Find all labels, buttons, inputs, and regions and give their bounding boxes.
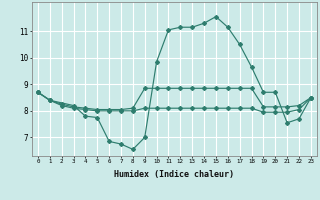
X-axis label: Humidex (Indice chaleur): Humidex (Indice chaleur) <box>115 170 234 179</box>
